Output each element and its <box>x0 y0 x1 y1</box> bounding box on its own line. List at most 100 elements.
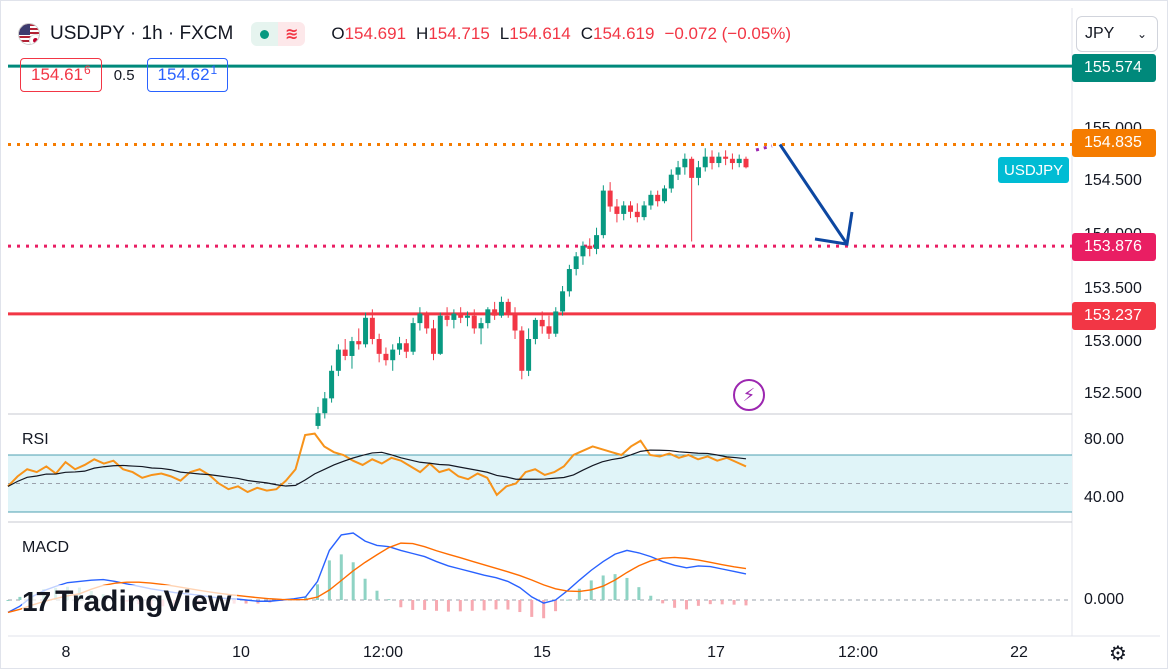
macd-histogram-bar <box>708 600 712 605</box>
market-open-icon <box>251 22 279 46</box>
macd-histogram-bar <box>351 562 355 600</box>
x-tick-label: 8 <box>61 644 71 661</box>
candle-body <box>464 315 470 318</box>
macd-histogram-bar <box>744 600 748 606</box>
candle-body <box>736 158 742 164</box>
candle-body <box>356 341 362 345</box>
bid-price: 154.61 <box>31 65 83 84</box>
x-tick-label: 12:00 <box>837 644 879 661</box>
x-tick-label: 17 <box>707 644 725 661</box>
candle-body <box>505 301 511 313</box>
candle-body <box>641 205 647 218</box>
macd-panel-title: MACD <box>22 539 70 556</box>
lightning-icon[interactable]: ⚡ <box>733 379 765 411</box>
level-label-154835[interactable]: 154.835 <box>1072 129 1156 157</box>
candle-body <box>458 313 464 318</box>
macd-histogram-bar <box>506 600 510 610</box>
usd-jpy-flag-icon <box>18 23 40 45</box>
macd-histogram-bar <box>684 600 688 610</box>
macd-y-tick: 0.000 <box>1084 591 1125 608</box>
candle-body <box>526 339 532 371</box>
macd-histogram-bar <box>601 575 605 600</box>
macd-histogram-bar <box>446 600 450 612</box>
candle-body <box>532 319 538 339</box>
candle-body <box>655 194 661 202</box>
symbol-header: USDJPY · 1h · FXCM ≋ O 154.691 H 154.715 L… <box>18 20 791 48</box>
ohlc-open-value: 154.691 <box>344 24 407 43</box>
sell-button[interactable]: 154.61 6 <box>20 58 102 92</box>
symbol-tag: USDJPY <box>998 157 1070 183</box>
gear-icon[interactable]: ⚙ <box>1109 642 1127 665</box>
x-tick-label: 15 <box>533 644 551 661</box>
y-tick-label: 153.000 <box>1084 333 1142 350</box>
macd-signal-line <box>7 542 747 614</box>
candle-body <box>498 301 504 316</box>
candle-body <box>512 312 518 331</box>
ohlc-low-value: 154.614 <box>509 24 571 43</box>
level-label-155574[interactable]: 155.574 <box>1072 54 1156 82</box>
bid-pip: 6 <box>84 63 91 77</box>
ohlc-high-value: 154.715 <box>428 24 490 43</box>
candle-body <box>634 211 640 218</box>
forecast-arrow-head <box>814 211 854 246</box>
candle-body <box>363 317 369 345</box>
candle-body <box>444 315 450 320</box>
ohlc-close-value: 154.619 <box>592 24 655 43</box>
candle-body <box>546 326 552 334</box>
currency-value: JPY <box>1085 25 1115 42</box>
candle-body <box>315 413 321 426</box>
macd-histogram-bar <box>577 588 581 600</box>
candle-body <box>410 323 416 352</box>
candle-body <box>729 158 735 164</box>
market-status-pill[interactable]: ≋ <box>251 22 306 46</box>
macd-histogram-bar <box>327 560 331 600</box>
tradingview-logo[interactable]: 17 TradingView <box>22 585 238 619</box>
tradingview-logo-icon: 17 <box>22 586 51 617</box>
x-tick-label: 12:00 <box>362 644 404 661</box>
y-tick-label: 152.500 <box>1084 385 1142 402</box>
ask-pip: 1 <box>210 63 218 77</box>
symbol-title[interactable]: USDJPY · 1h · FXCM <box>50 23 234 44</box>
candle-body <box>369 317 375 339</box>
macd-histogram-bar <box>661 600 665 604</box>
buy-button[interactable]: 154.62 1 <box>146 58 229 92</box>
candle-body <box>580 245 586 257</box>
macd-histogram-bar <box>399 600 403 608</box>
candle-body <box>539 319 545 327</box>
ask-price: 154.62 <box>157 65 210 84</box>
rsi-panel-title: RSI <box>22 431 49 448</box>
candle-body <box>682 158 688 168</box>
currency-select[interactable]: JPY ⌄ <box>1076 16 1158 52</box>
chevron-down-icon: ⌄ <box>1136 27 1147 41</box>
macd-histogram-bar <box>625 577 629 600</box>
macd-histogram-bar <box>649 595 653 600</box>
candle-body <box>587 245 593 249</box>
macd-histogram-bar <box>518 600 522 613</box>
candle-body <box>628 205 634 212</box>
level-label-153876[interactable]: 153.876 <box>1072 233 1156 261</box>
macd-histogram-bar <box>673 600 677 608</box>
candle-body <box>342 349 348 356</box>
candle-body <box>689 158 695 178</box>
candle-body <box>485 309 491 324</box>
spread-value: 0.5 <box>113 66 135 84</box>
candle-body <box>519 330 525 371</box>
candle-body <box>397 343 403 350</box>
rsi-y-tick: 40.00 <box>1084 489 1125 506</box>
candle-body <box>723 156 729 159</box>
y-tick-label: 153.500 <box>1084 280 1142 297</box>
candle-body <box>600 190 606 236</box>
candle-body <box>437 315 443 354</box>
candle-body <box>478 323 484 329</box>
macd-histogram-bar <box>18 596 22 600</box>
level-label-153237[interactable]: 153.237 <box>1072 302 1156 330</box>
macd-histogram-bar <box>542 600 546 619</box>
candle-body <box>376 339 382 354</box>
candle-body <box>390 349 396 361</box>
candle-body <box>702 156 708 168</box>
candle-body <box>553 311 559 334</box>
y-tick-label: 154.500 <box>1084 172 1142 189</box>
candle-body <box>594 235 600 249</box>
candle-body <box>566 269 572 292</box>
